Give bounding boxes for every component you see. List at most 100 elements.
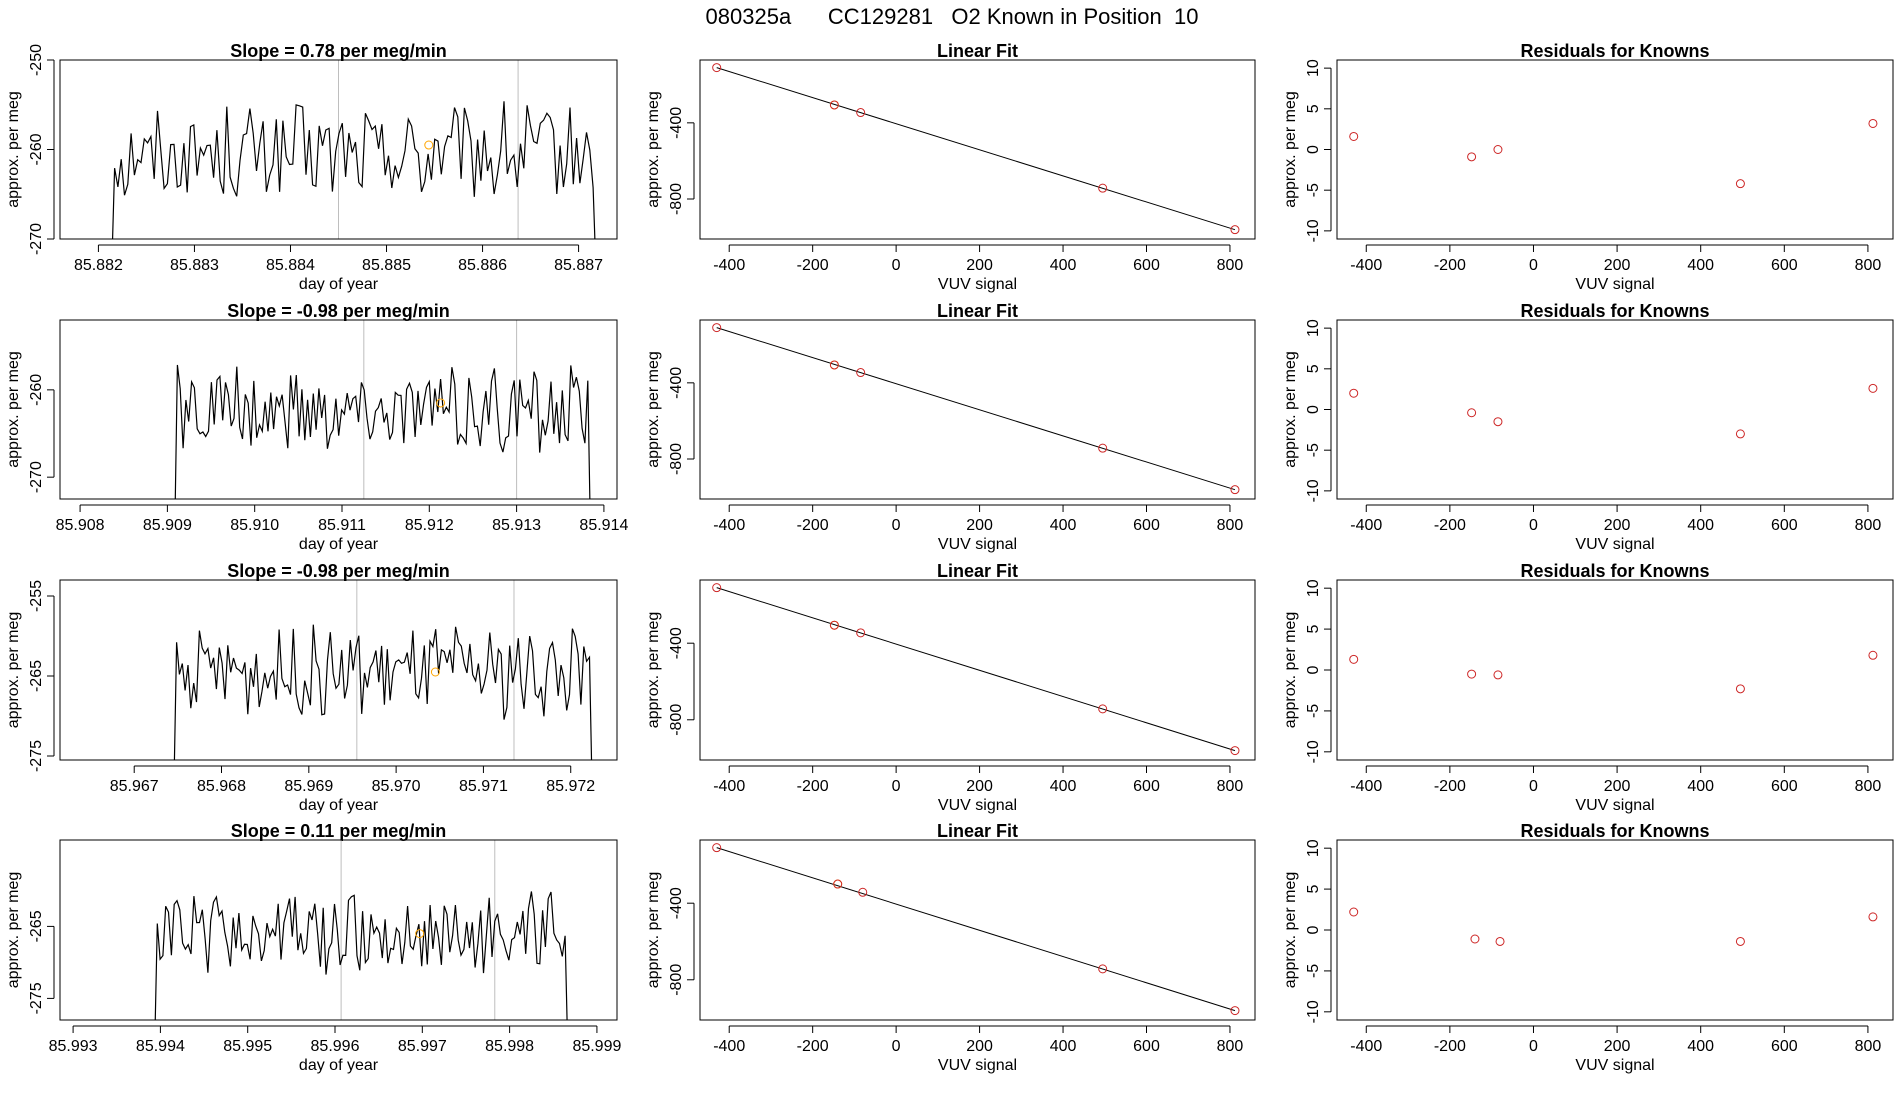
y-tick-label: -275 [28, 982, 45, 1014]
data-point [1230, 485, 1240, 495]
x-tick-label: -400 [713, 517, 745, 534]
y-tick-label: 5 [1305, 625, 1322, 634]
y-tick-label: -400 [668, 887, 685, 919]
y-tick-label: -400 [668, 627, 685, 659]
panel-4-3: Residuals for Knowns -400 -200 0 200 400 600 80… [1282, 821, 1894, 1074]
panel-2-1: Slope = -0.98 per meg/min 85.908 85.909 85.… [5, 301, 628, 553]
plot-box [699, 579, 1256, 761]
plot-area [1349, 383, 1878, 439]
x-tick-label: -400 [1350, 257, 1382, 274]
x-axis-label: VUV signal [938, 1057, 1017, 1074]
fit-line [716, 67, 1236, 231]
panel-title: Slope = 0.78 per meg/min [230, 41, 447, 61]
y-tick-label: -400 [668, 367, 685, 399]
plot-box [699, 839, 1256, 1021]
data-point [1868, 912, 1878, 922]
x-tick-label: 85.910 [230, 517, 279, 534]
y-tick-label: -265 [28, 910, 45, 942]
data-point [856, 368, 866, 378]
x-tick-label: 600 [1133, 257, 1160, 274]
plot-area [712, 583, 1240, 756]
plot-area [111, 101, 596, 239]
y-tick-label: -5 [1305, 964, 1322, 978]
data-point [1495, 936, 1505, 946]
data-point [1230, 1006, 1240, 1016]
data-point [1467, 152, 1477, 162]
data-point [829, 360, 839, 370]
panel-title: Linear Fit [937, 301, 1018, 321]
x-tick-label: 85.998 [485, 1038, 534, 1055]
plot-area [1349, 907, 1878, 946]
plot-box [699, 319, 1256, 500]
x-axis-label: day of year [299, 276, 379, 293]
x-tick-label: 200 [966, 257, 993, 274]
data-point [856, 628, 866, 638]
x-axis-label: VUV signal [1575, 536, 1654, 553]
data-point [1470, 934, 1480, 944]
data-point [1493, 670, 1503, 680]
x-tick-label: 0 [1529, 778, 1538, 795]
x-tick-label: 85.884 [266, 257, 315, 274]
x-tick-label: 85.887 [554, 257, 603, 274]
x-tick-label: -200 [1434, 778, 1466, 795]
panel-title: Residuals for Knowns [1520, 41, 1709, 61]
x-tick-label: 200 [966, 778, 993, 795]
x-tick-label: 0 [892, 257, 901, 274]
plot-box [1336, 839, 1894, 1021]
plot-area [712, 843, 1240, 1016]
time-series-trace [111, 101, 596, 239]
panel-title: Residuals for Knowns [1520, 561, 1709, 581]
panel-1-3: Residuals for Knowns -400 -200 0 200 400 600 80… [1282, 41, 1894, 293]
y-axis-label: approx. per meg [645, 612, 662, 729]
plot-box [1336, 59, 1894, 240]
data-point [1230, 746, 1240, 756]
panel-3-3: Residuals for Knowns -400 -200 0 200 400 600 80… [1282, 561, 1894, 814]
y-tick-label: -265 [28, 660, 45, 692]
x-tick-label: -400 [713, 778, 745, 795]
y-axis-label: approx. per meg [1282, 351, 1299, 468]
x-tick-label: 0 [1529, 257, 1538, 274]
data-point [1868, 650, 1878, 660]
y-axis-label: approx. per meg [5, 351, 22, 468]
x-tick-label: 200 [1604, 257, 1631, 274]
fit-line [716, 587, 1236, 752]
y-axis-label: approx. per meg [645, 872, 662, 989]
panel-title: Linear Fit [937, 41, 1018, 61]
y-tick-label: -800 [668, 443, 685, 475]
x-axis-label: day of year [299, 797, 379, 814]
x-tick-label: 400 [1687, 517, 1714, 534]
data-point [1735, 429, 1745, 439]
x-tick-label: 85.882 [74, 257, 123, 274]
plot-box [59, 59, 618, 240]
x-tick-label: -400 [1350, 517, 1382, 534]
x-tick-label: 85.911 [318, 517, 366, 534]
data-point [829, 620, 839, 630]
x-tick-label: 85.914 [579, 517, 628, 534]
x-tick-label: 85.883 [170, 257, 219, 274]
x-tick-label: 85.970 [372, 778, 421, 795]
x-tick-label: 800 [1855, 257, 1882, 274]
y-axis-label: approx. per meg [5, 91, 22, 208]
x-tick-label: 0 [1529, 1038, 1538, 1055]
data-point [1349, 654, 1359, 664]
panel-title: Linear Fit [937, 821, 1018, 841]
y-tick-label: 0 [1305, 925, 1322, 934]
x-tick-label: 200 [966, 517, 993, 534]
sample-marker [415, 929, 425, 939]
x-tick-label: 85.967 [110, 778, 159, 795]
data-point [1098, 443, 1108, 453]
x-tick-label: 85.993 [49, 1038, 98, 1055]
y-axis-label: approx. per meg [1282, 91, 1299, 208]
y-tick-label: 10 [1305, 59, 1322, 77]
x-tick-label: 600 [1771, 778, 1798, 795]
data-point [712, 323, 722, 333]
x-tick-label: 85.999 [572, 1038, 621, 1055]
y-axis-label: approx. per meg [1282, 872, 1299, 989]
data-point [712, 63, 722, 73]
data-point [858, 887, 868, 897]
x-tick-label: 0 [1529, 517, 1538, 534]
x-tick-label: -200 [797, 257, 829, 274]
x-tick-label: 800 [1217, 778, 1244, 795]
x-tick-label: -400 [713, 257, 745, 274]
